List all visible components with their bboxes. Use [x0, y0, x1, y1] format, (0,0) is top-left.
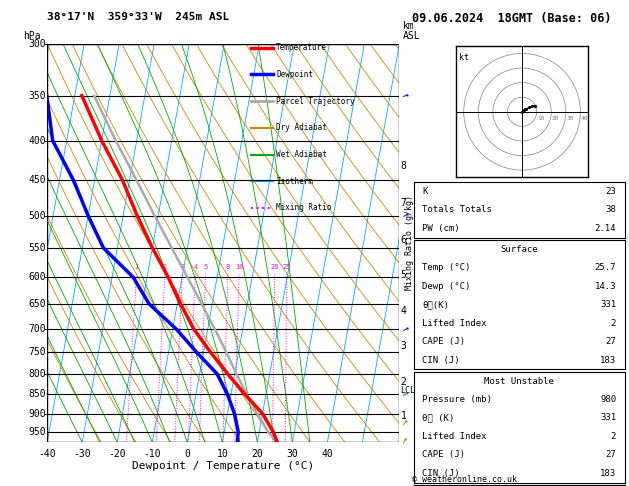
Text: 38°17'N  359°33'W  245m ASL: 38°17'N 359°33'W 245m ASL — [47, 12, 230, 22]
Text: © weatheronline.co.uk: © weatheronline.co.uk — [412, 474, 517, 484]
Text: 38: 38 — [606, 206, 616, 214]
Text: 10: 10 — [235, 264, 243, 270]
Text: 23: 23 — [606, 187, 616, 196]
Text: →: → — [399, 435, 412, 446]
Text: Mixing Ratio: Mixing Ratio — [276, 204, 331, 212]
Text: 2: 2 — [401, 377, 406, 387]
Text: 6: 6 — [401, 235, 406, 245]
Text: →: → — [401, 323, 411, 335]
Text: 600: 600 — [28, 272, 46, 282]
Text: 4: 4 — [193, 264, 198, 270]
Text: 27: 27 — [606, 337, 616, 346]
Text: PW (cm): PW (cm) — [422, 224, 460, 233]
Text: 331: 331 — [600, 300, 616, 309]
Text: 400: 400 — [28, 136, 46, 146]
Text: 1: 1 — [135, 264, 138, 270]
Text: CIN (J): CIN (J) — [422, 356, 460, 364]
Text: km
ASL: km ASL — [403, 21, 420, 41]
Text: Mixing Ratio (g/kg): Mixing Ratio (g/kg) — [404, 195, 414, 291]
Text: 3: 3 — [401, 341, 406, 351]
Text: -40: -40 — [38, 449, 56, 459]
Text: 350: 350 — [28, 90, 46, 101]
Text: Lifted Index: Lifted Index — [422, 432, 487, 441]
Text: 900: 900 — [28, 409, 46, 418]
Text: Lifted Index: Lifted Index — [422, 319, 487, 328]
Text: 8: 8 — [226, 264, 230, 270]
Text: 4: 4 — [401, 306, 406, 316]
Text: Isotherm: Isotherm — [276, 177, 313, 186]
Text: Surface: Surface — [501, 245, 538, 254]
Text: 30: 30 — [286, 449, 298, 459]
Text: K: K — [422, 187, 428, 196]
Text: 5: 5 — [401, 270, 406, 280]
Text: 10: 10 — [537, 116, 545, 121]
Text: Temp (°C): Temp (°C) — [422, 263, 470, 272]
Text: 20: 20 — [270, 264, 279, 270]
Text: 25: 25 — [282, 264, 291, 270]
Text: Dewpoint / Temperature (°C): Dewpoint / Temperature (°C) — [132, 461, 314, 470]
Text: Wet Adiabat: Wet Adiabat — [276, 150, 327, 159]
Text: 40: 40 — [321, 449, 333, 459]
Text: CAPE (J): CAPE (J) — [422, 451, 465, 459]
Text: 850: 850 — [28, 389, 46, 399]
Text: 2: 2 — [611, 319, 616, 328]
Text: Dry Adiabat: Dry Adiabat — [276, 123, 327, 132]
Text: 25.7: 25.7 — [594, 263, 616, 272]
Text: 5: 5 — [203, 264, 208, 270]
Text: 40: 40 — [581, 116, 589, 121]
Text: Parcel Trajectory: Parcel Trajectory — [276, 97, 355, 105]
Text: →: → — [401, 90, 410, 101]
Text: 750: 750 — [28, 347, 46, 357]
Text: 500: 500 — [28, 211, 46, 221]
Text: kt: kt — [459, 53, 469, 63]
Text: 980: 980 — [600, 395, 616, 404]
Text: 650: 650 — [28, 299, 46, 309]
Text: 20: 20 — [552, 116, 559, 121]
Text: Most Unstable: Most Unstable — [484, 377, 554, 385]
Text: 20: 20 — [252, 449, 263, 459]
Text: 950: 950 — [28, 427, 46, 437]
Text: 550: 550 — [28, 243, 46, 253]
Text: LCL: LCL — [401, 386, 416, 395]
Text: -30: -30 — [74, 449, 91, 459]
Text: 300: 300 — [28, 39, 46, 49]
Text: 800: 800 — [28, 369, 46, 379]
Text: Dewpoint: Dewpoint — [276, 70, 313, 79]
Text: -10: -10 — [143, 449, 161, 459]
Text: →: → — [399, 417, 412, 429]
Text: 700: 700 — [28, 324, 46, 334]
Text: 183: 183 — [600, 469, 616, 478]
Text: θᴇ(K): θᴇ(K) — [422, 300, 449, 309]
Text: θᴇ (K): θᴇ (K) — [422, 414, 455, 422]
Text: 450: 450 — [28, 175, 46, 185]
Text: 30: 30 — [567, 116, 574, 121]
Text: 7: 7 — [401, 198, 406, 208]
Text: 10: 10 — [216, 449, 228, 459]
Text: hPa: hPa — [23, 31, 41, 41]
Text: CIN (J): CIN (J) — [422, 469, 460, 478]
Text: 331: 331 — [600, 414, 616, 422]
Text: 09.06.2024  18GMT (Base: 06): 09.06.2024 18GMT (Base: 06) — [412, 12, 611, 25]
Text: 3: 3 — [181, 264, 184, 270]
Text: 2: 2 — [611, 432, 616, 441]
Text: 2: 2 — [163, 264, 167, 270]
Text: 27: 27 — [606, 451, 616, 459]
Text: →: → — [401, 210, 411, 222]
Text: 2.14: 2.14 — [594, 224, 616, 233]
Text: Dewp (°C): Dewp (°C) — [422, 282, 470, 291]
Text: Pressure (mb): Pressure (mb) — [422, 395, 492, 404]
Text: 8: 8 — [401, 161, 406, 171]
Text: Totals Totals: Totals Totals — [422, 206, 492, 214]
Text: 1: 1 — [401, 411, 406, 421]
Text: Temperature: Temperature — [276, 43, 327, 52]
Text: →: → — [400, 388, 411, 400]
Text: 14.3: 14.3 — [594, 282, 616, 291]
Text: CAPE (J): CAPE (J) — [422, 337, 465, 346]
Text: -20: -20 — [108, 449, 126, 459]
Text: 0: 0 — [184, 449, 190, 459]
Text: 183: 183 — [600, 356, 616, 364]
